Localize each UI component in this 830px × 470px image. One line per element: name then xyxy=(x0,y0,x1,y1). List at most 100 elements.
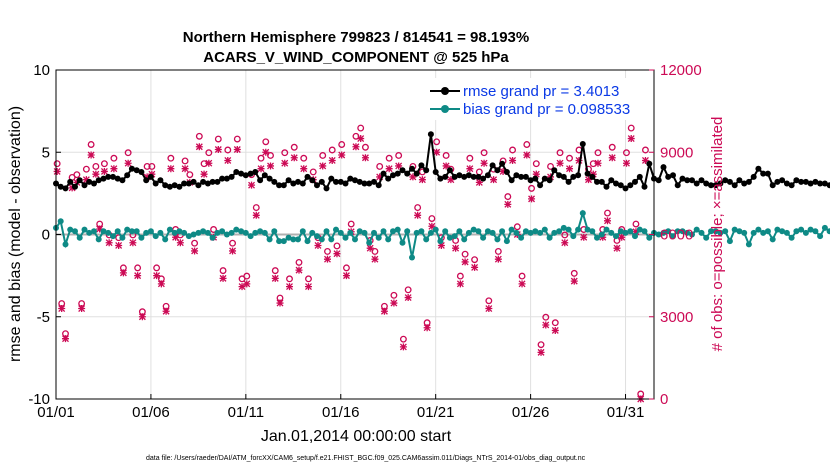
bias-marker xyxy=(760,229,767,236)
rmse-marker xyxy=(703,180,710,187)
bias-marker xyxy=(518,234,525,241)
rmse-marker xyxy=(556,172,563,179)
x-tick-label: 01/11 xyxy=(228,404,264,421)
bias-marker xyxy=(665,228,672,235)
rmse-marker xyxy=(337,178,344,185)
rmse-marker xyxy=(598,178,605,185)
rmse-marker xyxy=(779,177,786,184)
bias-marker xyxy=(579,210,586,217)
obs-possible-marker xyxy=(143,162,151,170)
obs-assimilated-marker xyxy=(523,151,531,159)
rmse-marker xyxy=(124,172,131,179)
rmse-marker xyxy=(636,173,643,180)
bias-marker xyxy=(537,229,544,236)
y2-tick-label: 0 xyxy=(660,391,668,408)
obs-possible-marker xyxy=(556,149,564,157)
rmse-marker xyxy=(693,180,700,187)
obs-assimilated-marker xyxy=(138,313,146,321)
obs-assimilated-marker xyxy=(219,274,227,282)
obs-assimilated-marker xyxy=(418,176,426,184)
obs-assimilated-marker xyxy=(423,324,431,332)
obs-assimilated-marker xyxy=(124,159,132,167)
rmse-marker xyxy=(802,178,809,185)
rmse-marker xyxy=(461,173,468,180)
rmse-marker xyxy=(356,178,363,185)
rmse-marker xyxy=(684,177,691,184)
rmse-marker xyxy=(257,177,264,184)
obs-assimilated-marker xyxy=(73,178,81,186)
bias-marker xyxy=(404,228,411,235)
rmse-marker xyxy=(81,182,88,189)
bias-marker xyxy=(233,226,240,233)
bias-marker xyxy=(508,226,515,233)
rmse-marker xyxy=(352,177,358,184)
rmse-marker xyxy=(608,177,615,184)
obs-assimilated-marker xyxy=(53,167,61,175)
bias-marker xyxy=(323,228,330,235)
rmse-marker xyxy=(456,172,463,179)
bias-marker xyxy=(375,234,382,241)
obs-assimilated-marker xyxy=(585,176,593,184)
bias-marker xyxy=(603,226,610,233)
obs-assimilated-marker xyxy=(632,228,640,236)
rmse-marker xyxy=(385,175,392,182)
bias-marker xyxy=(394,226,401,233)
bias-marker xyxy=(128,228,135,235)
obs-assimilated-marker xyxy=(92,170,100,178)
obs-assimilated-marker xyxy=(214,146,222,154)
bias-marker xyxy=(693,226,700,233)
obs-possible-marker xyxy=(623,149,630,157)
obs-assimilated-marker xyxy=(271,274,279,282)
bias-marker xyxy=(304,238,311,245)
obs-possible-marker xyxy=(395,152,403,159)
obs-assimilated-marker xyxy=(143,173,151,181)
y2-tick-label: 9000 xyxy=(660,144,693,161)
obs-possible-marker xyxy=(281,149,289,157)
obs-possible-marker xyxy=(214,135,222,143)
obs-assimilated-marker xyxy=(262,148,270,156)
rmse-marker xyxy=(371,178,377,185)
obs-possible-marker xyxy=(461,250,469,258)
bias-marker xyxy=(295,236,301,243)
bias-marker xyxy=(522,228,529,235)
obs-possible-marker xyxy=(82,165,90,173)
bias-marker xyxy=(484,228,491,235)
obs-assimilated-marker xyxy=(551,326,559,334)
rmse-marker xyxy=(252,169,259,175)
rmse-marker xyxy=(114,175,121,182)
obs-assimilated-marker xyxy=(461,258,469,266)
bias-marker xyxy=(641,228,648,235)
obs-assimilated-marker xyxy=(608,154,616,162)
bias-marker xyxy=(162,236,169,243)
rmse-marker xyxy=(95,177,102,184)
obs-possible-marker xyxy=(305,275,312,283)
bias-marker xyxy=(399,239,406,246)
legend-rmse-marker xyxy=(441,87,449,95)
bias-marker xyxy=(423,236,430,243)
rmse-marker xyxy=(603,183,610,190)
rmse-marker xyxy=(670,172,676,179)
rmse-marker xyxy=(617,182,624,189)
rmse-marker xyxy=(480,175,487,182)
rmse-marker xyxy=(470,173,477,180)
obs-points xyxy=(53,124,649,403)
bias-marker xyxy=(171,229,178,236)
bias-marker xyxy=(764,228,771,235)
bias-marker xyxy=(821,224,828,231)
bias-marker xyxy=(779,228,786,235)
obs-assimilated-marker xyxy=(252,211,260,219)
obs-possible-marker xyxy=(371,247,379,255)
bias-marker xyxy=(793,228,800,235)
bias-marker xyxy=(157,229,164,236)
bias-marker xyxy=(679,228,686,235)
obs-assimilated-marker xyxy=(257,165,265,173)
rmse-marker xyxy=(679,175,686,182)
bias-marker xyxy=(442,228,449,235)
obs-possible-marker xyxy=(642,146,649,154)
bias-marker xyxy=(257,228,264,235)
obs-assimilated-marker xyxy=(290,154,298,162)
bias-marker xyxy=(698,229,705,236)
rmse-marker xyxy=(394,170,401,177)
legend-rmse-label: rmse grand pr = 3.4013 xyxy=(463,83,619,100)
rmse-marker xyxy=(295,178,301,185)
